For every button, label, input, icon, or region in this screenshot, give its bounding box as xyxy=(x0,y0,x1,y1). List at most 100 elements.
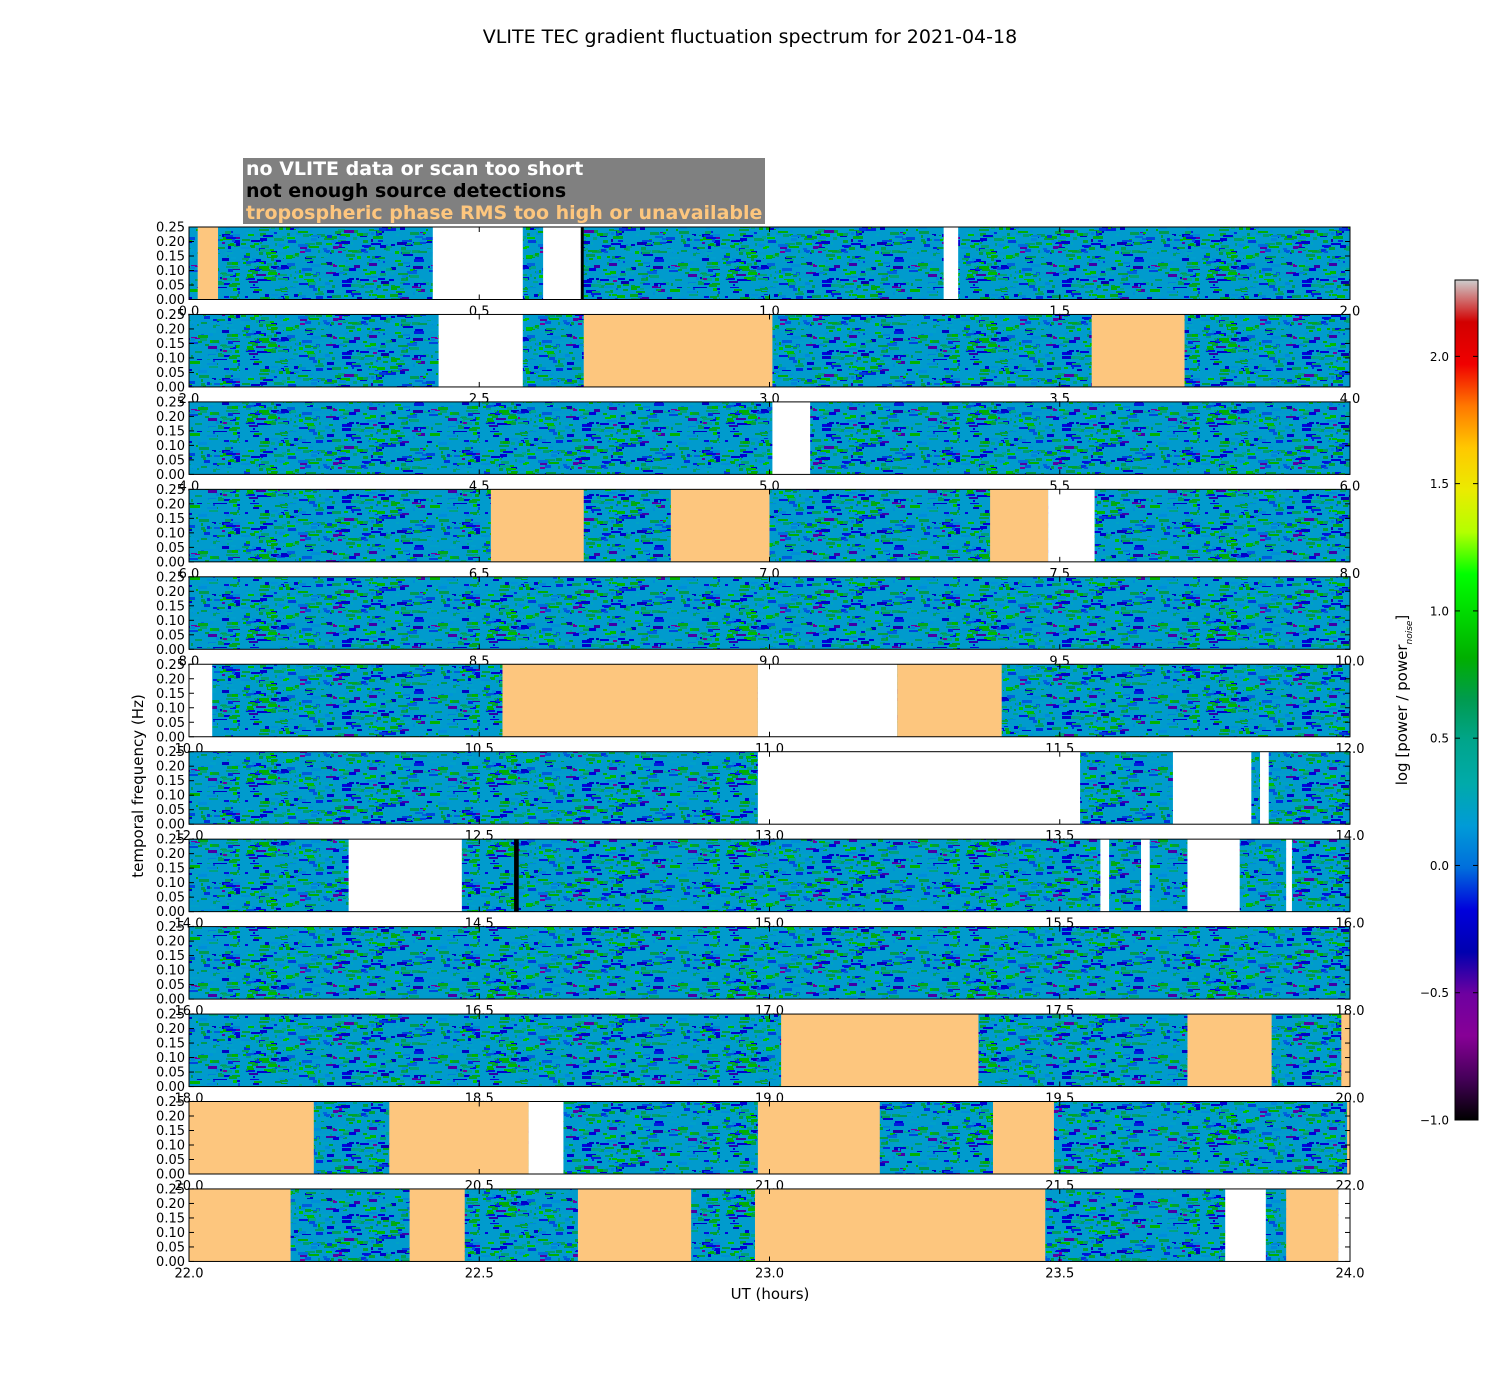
flag-segment-tropo xyxy=(409,1188,465,1262)
y-tick-label: 0.00 xyxy=(156,468,185,483)
flag-segment-nodata xyxy=(1260,751,1269,825)
colorbar xyxy=(1454,279,1479,1121)
y-tick-label: 0.25 xyxy=(156,483,185,498)
y-tick-label: 0.00 xyxy=(156,1168,185,1183)
flag-segment-nodata xyxy=(1187,839,1240,912)
flag-segment-nodata xyxy=(757,664,898,737)
y-tick-label: 0.20 xyxy=(156,497,185,512)
y-tick-label: 0.10 xyxy=(156,351,185,366)
x-tick-label: 23.0 xyxy=(755,1266,784,1281)
y-tick-label: 0.15 xyxy=(156,862,185,877)
y-tick-label: 0.15 xyxy=(156,949,185,964)
flag-segment-tropo xyxy=(1341,1014,1350,1087)
panel-3: 0.000.050.100.150.200.256.0 6.5 7.0 7.5 8.0 xyxy=(156,483,1360,582)
y-tick-label: 0.15 xyxy=(156,512,185,527)
flag-segment-nodata xyxy=(1338,1188,1350,1262)
y-tick-label: 0.15 xyxy=(156,599,185,614)
y-tick-label: 0.05 xyxy=(156,978,185,993)
flag-segment-tropo xyxy=(1187,1014,1272,1087)
panel-spectrum xyxy=(189,227,1350,300)
flag-segment-tropo xyxy=(389,1101,529,1174)
flag-segment-tropo xyxy=(1286,1188,1339,1262)
flag-segment-tropo xyxy=(781,1014,979,1087)
flag-segment-tropo xyxy=(757,1101,880,1174)
y-axis-label: temporal frequency (Hz) xyxy=(129,694,147,878)
flag-segment-tropo xyxy=(1091,314,1185,387)
x-tick-label: 24.0 xyxy=(1336,1266,1365,1281)
y-tick-label: 0.20 xyxy=(156,1022,185,1037)
flag-segment-tropo xyxy=(897,664,1002,737)
flag-segment-tropo xyxy=(990,489,1049,562)
flag-segment-nodata xyxy=(528,1101,564,1174)
chart-title: VLITE TEC gradient fluctuation spectrum … xyxy=(483,26,1017,48)
y-tick-label: 0.25 xyxy=(156,1182,185,1197)
flag-segment-nodet xyxy=(514,839,519,912)
colorbar-tick-label: 0.5 xyxy=(1430,732,1449,746)
y-tick-label: 0.05 xyxy=(156,1240,185,1255)
y-tick-label: 0.15 xyxy=(156,1211,185,1226)
y-tick-label: 0.25 xyxy=(156,1008,185,1023)
y-tick-label: 0.05 xyxy=(156,716,185,731)
colorbar-tick-label: 2.0 xyxy=(1430,350,1449,364)
colorbar-tick-label: 0.0 xyxy=(1430,859,1449,873)
flag-segment-tropo xyxy=(197,227,219,300)
y-tick-label: 0.05 xyxy=(156,1066,185,1081)
flag-segment-tropo xyxy=(1347,1101,1350,1174)
flag-segment-nodata xyxy=(543,227,581,300)
flag-segment-tropo xyxy=(490,489,584,562)
y-tick-label: 0.25 xyxy=(156,221,185,236)
y-tick-label: 0.10 xyxy=(156,614,185,629)
flag-segment-tropo xyxy=(583,314,773,387)
y-tick-label: 0.00 xyxy=(156,643,185,658)
flag-segment-nodata xyxy=(348,839,462,912)
colorbar-tick-label: −1.0 xyxy=(1420,1114,1449,1128)
flag-segment-nodata xyxy=(189,664,213,737)
y-tick-label: 0.00 xyxy=(156,905,185,920)
flag-segment-nodata xyxy=(432,227,523,300)
y-tick-label: 0.10 xyxy=(156,876,185,891)
y-tick-label: 0.20 xyxy=(156,760,185,775)
y-tick-label: 0.00 xyxy=(156,730,185,745)
panel-11: 0.000.050.100.150.200.25 22.0 22.5 23.0 23.5… xyxy=(156,1182,1364,1281)
flag-segment-tropo xyxy=(754,1188,1046,1262)
x-axis-label: UT (hours) xyxy=(731,1285,810,1303)
y-tick-label: 0.10 xyxy=(156,701,185,716)
y-tick-label: 0.15 xyxy=(156,337,185,352)
flag-segment-tropo xyxy=(992,1101,1054,1174)
y-tick-label: 0.05 xyxy=(156,366,185,381)
y-tick-label: 0.00 xyxy=(156,293,185,308)
y-tick-label: 0.00 xyxy=(156,380,185,395)
y-tick-label: 0.25 xyxy=(156,658,185,673)
x-tick-label: 22.0 xyxy=(175,1266,204,1281)
y-tick-label: 0.25 xyxy=(156,920,185,935)
y-tick-label: 0.05 xyxy=(156,453,185,468)
panel-1: 0.000.050.100.150.200.252.0 2.5 3.0 3.5 4.0 xyxy=(156,308,1360,407)
y-tick-label: 0.25 xyxy=(156,745,185,760)
y-tick-label: 0.10 xyxy=(156,1139,185,1154)
colorbar-tick-label: −0.5 xyxy=(1420,986,1449,1000)
y-tick-label: 0.05 xyxy=(156,1153,185,1168)
x-tick-label: 23.5 xyxy=(1045,1266,1074,1281)
y-tick-label: 0.20 xyxy=(156,235,185,250)
panel-spectrum xyxy=(189,576,1350,650)
flag-segment-nodet xyxy=(580,227,584,300)
y-tick-label: 0.15 xyxy=(156,250,185,265)
y-tick-label: 0.10 xyxy=(156,964,185,979)
y-tick-label: 0.00 xyxy=(156,1255,185,1270)
y-tick-label: 0.10 xyxy=(156,1051,185,1066)
y-tick-label: 0.20 xyxy=(156,672,185,687)
panel-spectrum xyxy=(189,401,1350,475)
x-tick-label: 22.5 xyxy=(465,1266,494,1281)
y-tick-label: 0.00 xyxy=(156,555,185,570)
flag-segment-nodata xyxy=(1141,839,1150,912)
y-tick-label: 0.20 xyxy=(156,847,185,862)
flag-segment-tropo xyxy=(189,1188,291,1262)
colorbar-label: log [power / powernoise] xyxy=(1393,615,1415,786)
y-tick-label: 0.25 xyxy=(156,308,185,323)
flag-segment-nodata xyxy=(438,314,523,387)
flag-segment-nodata xyxy=(772,401,811,475)
